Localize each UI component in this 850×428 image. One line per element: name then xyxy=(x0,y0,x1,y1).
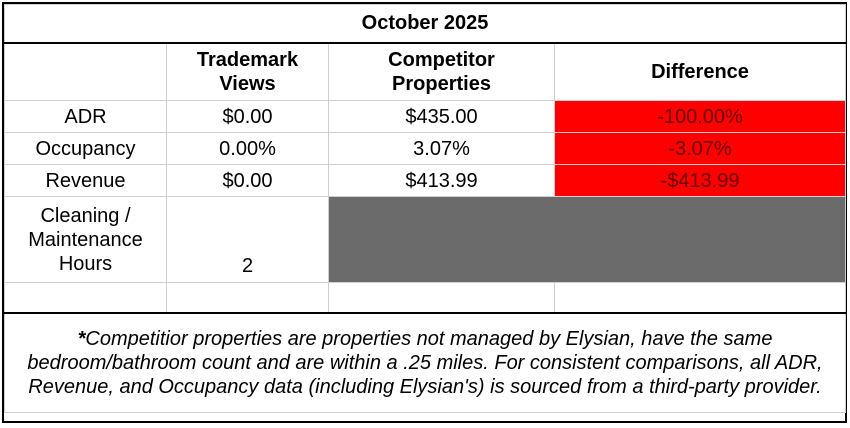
empty-cell[interactable] xyxy=(328,282,555,313)
header-trademark-line2: Views xyxy=(219,72,276,95)
cell-adr-difference[interactable]: -100.00% xyxy=(553,100,847,133)
cell-revenue-competitor[interactable]: $413.99 xyxy=(328,164,555,197)
cell-occupancy-competitor[interactable]: 3.07% xyxy=(328,132,555,165)
cell-revenue-trademark[interactable]: $0.00 xyxy=(166,164,329,197)
row-label-revenue[interactable]: Revenue xyxy=(4,164,167,197)
cell-adr-trademark[interactable]: $0.00 xyxy=(166,100,329,133)
table-row-occupancy: Occupancy 0.00% 3.07% -3.07% xyxy=(4,132,847,165)
table-row-revenue: Revenue $0.00 $413.99 -$413.99 xyxy=(4,164,847,197)
header-competitor-line1: Competitor xyxy=(388,48,495,71)
cell-occupancy-difference[interactable]: -3.07% xyxy=(553,132,847,165)
table-row-cleaning: Cleaning / Maintenance Hours 2 xyxy=(4,196,847,283)
cell-cleaning-na[interactable] xyxy=(327,196,847,283)
row-label-adr[interactable]: ADR xyxy=(4,100,167,133)
comparison-table: October 2025 Trademark Views Competitor … xyxy=(3,4,847,413)
row-label-cleaning[interactable]: Cleaning / Maintenance Hours xyxy=(4,196,167,283)
cleaning-label-line1: Cleaning / xyxy=(40,204,131,227)
header-competitor-line2: Properties xyxy=(392,72,491,95)
header-row: Trademark Views Competitor Properties Di… xyxy=(4,42,847,101)
empty-cell[interactable] xyxy=(4,282,167,313)
footnote-asterisk: * xyxy=(77,327,86,350)
header-trademark-views[interactable]: Trademark Views xyxy=(166,42,329,101)
cell-occupancy-trademark[interactable]: 0.00% xyxy=(166,132,329,165)
header-trademark-line1: Trademark xyxy=(196,48,299,71)
table-row-adr: ADR $0.00 $435.00 -100.00% xyxy=(4,100,847,133)
table-row-empty xyxy=(4,282,847,313)
cleaning-label-line3: Hours xyxy=(58,252,113,275)
header-competitor-properties[interactable]: Competitor Properties xyxy=(328,42,555,101)
empty-cell[interactable] xyxy=(553,282,847,313)
cleaning-label-line2: Maintenance xyxy=(28,228,143,251)
empty-cell[interactable] xyxy=(166,282,329,313)
row-label-occupancy[interactable]: Occupancy xyxy=(4,132,167,165)
header-blank-cell[interactable] xyxy=(4,42,167,101)
header-difference[interactable]: Difference xyxy=(553,42,847,101)
report-border xyxy=(2,2,847,423)
footnote-cell[interactable]: *Competitior properties are properties n… xyxy=(3,311,847,413)
cell-adr-competitor[interactable]: $435.00 xyxy=(328,100,555,133)
cell-cleaning-hours[interactable]: 2 xyxy=(166,196,329,283)
cell-revenue-difference[interactable]: -$413.99 xyxy=(553,164,847,197)
footnote-text: Competitior properties are properties no… xyxy=(27,327,823,398)
report-title[interactable]: October 2025 xyxy=(3,4,847,44)
